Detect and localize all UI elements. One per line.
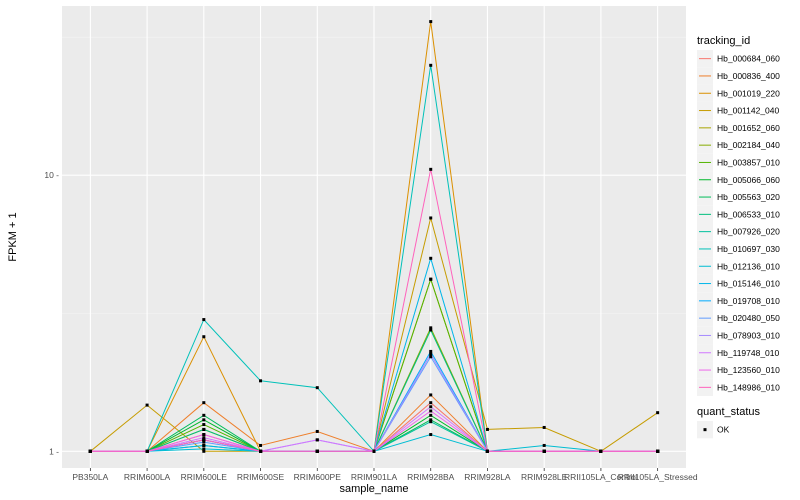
data-point (202, 401, 206, 405)
data-point (429, 349, 433, 353)
series-points (88, 20, 660, 453)
data-point (259, 379, 263, 383)
legend-label: Hb_005066_060 (717, 175, 780, 185)
x-tick-label: RRIM928LA (464, 472, 511, 482)
data-point (429, 418, 433, 422)
legend-label: Hb_148986_010 (717, 382, 780, 392)
data-point (429, 393, 433, 397)
data-point (202, 318, 206, 322)
data-point (429, 413, 433, 417)
legend-label: Hb_007926_020 (717, 227, 780, 237)
legend-label: Hb_001652_060 (717, 123, 780, 133)
data-point (429, 167, 433, 171)
data-point (485, 427, 489, 431)
data-point (429, 216, 433, 220)
x-tick-label: PB350LA (72, 472, 108, 482)
data-point (542, 425, 546, 429)
legend-title-quant-status: quant_status (697, 406, 760, 418)
legend-label: Hb_005563_020 (717, 192, 780, 202)
y-tick-label: 1 - (49, 446, 59, 456)
x-axis: PB350LA RRIM600LA RRIM600LE RRIM600SE RRIM60… (72, 468, 698, 482)
data-point (429, 401, 433, 405)
y-axis: 1 - 10 - (44, 170, 59, 456)
legend-label: Hb_012136_010 (717, 261, 780, 271)
data-point (429, 277, 433, 281)
legend-label: Hb_078903_010 (717, 330, 780, 340)
data-point (315, 449, 319, 453)
legend-label: Hb_000684_060 (717, 54, 780, 64)
x-tick-label: RRII105LA_Control (564, 472, 638, 482)
data-point (202, 449, 206, 453)
legend-label: Hb_123560_010 (717, 365, 780, 375)
legend-shape-label: OK (717, 425, 730, 435)
data-point (202, 423, 206, 427)
data-point (429, 352, 433, 356)
legend-label: Hb_015146_010 (717, 279, 780, 289)
data-point (315, 429, 319, 433)
legend-shape-items: OK (697, 421, 730, 439)
data-point (599, 449, 603, 453)
data-point (429, 20, 433, 24)
data-point (429, 326, 433, 330)
x-tick-label: RRIM600LA (124, 472, 171, 482)
data-point (429, 433, 433, 437)
data-point (145, 403, 149, 407)
legend-label: Hb_001142_040 (717, 106, 780, 116)
data-point (429, 405, 433, 409)
data-point (315, 438, 319, 442)
data-point (202, 447, 206, 451)
legend: tracking_id Hb_000684_060Hb_000836_400Hb… (697, 35, 780, 439)
y-tick-label: 10 - (44, 170, 59, 180)
y-axis-title: FPKM + 1 (7, 212, 19, 261)
data-point (145, 449, 149, 453)
data-point (202, 427, 206, 431)
x-tick-label: RRIM600LE (181, 472, 228, 482)
data-point (202, 443, 206, 447)
x-tick-label: RRIM928LE (521, 472, 568, 482)
data-point (429, 355, 433, 359)
data-point (202, 418, 206, 422)
x-axis-title: sample_name (339, 483, 408, 495)
x-tick-label: RRIM901LA (351, 472, 398, 482)
x-tick-label: RRIM928BA (407, 472, 455, 482)
legend-title-tracking-id: tracking_id (697, 35, 750, 47)
data-point (429, 256, 433, 260)
data-point (202, 436, 206, 440)
data-point (429, 63, 433, 67)
data-point (315, 386, 319, 390)
data-point (259, 443, 263, 447)
data-point (485, 449, 489, 453)
data-point (429, 328, 433, 332)
data-point (656, 411, 660, 415)
data-point (542, 443, 546, 447)
x-tick-label: RRIM600PE (294, 472, 342, 482)
legend-label: Hb_010697_030 (717, 244, 780, 254)
data-point (202, 440, 206, 444)
data-point (202, 413, 206, 417)
legend-color-items: Hb_000684_060 Hb_000836_400 Hb_001019_220 H… (697, 50, 780, 396)
data-point (429, 409, 433, 413)
data-point (202, 433, 206, 437)
data-point (656, 449, 660, 453)
legend-label: Hb_002184_040 (717, 140, 780, 150)
legend-label: Hb_001019_220 (717, 88, 780, 98)
data-point (88, 449, 92, 453)
data-point (202, 335, 206, 339)
legend-label: Hb_020480_050 (717, 313, 780, 323)
legend-shape-point (703, 428, 707, 432)
legend-label: Hb_000836_400 (717, 71, 780, 81)
data-point (202, 438, 206, 442)
x-tick-label: RRIM600SE (237, 472, 285, 482)
x-tick-label: RRII105LA_Stressed (618, 472, 698, 482)
data-point (542, 449, 546, 453)
data-point (259, 449, 263, 453)
data-point (372, 449, 376, 453)
data-point (429, 420, 433, 424)
legend-label: Hb_119748_010 (717, 348, 780, 358)
legend-label: Hb_006533_010 (717, 209, 780, 219)
legend-label: Hb_003857_010 (717, 157, 780, 167)
legend-label: Hb_019708_010 (717, 296, 780, 306)
